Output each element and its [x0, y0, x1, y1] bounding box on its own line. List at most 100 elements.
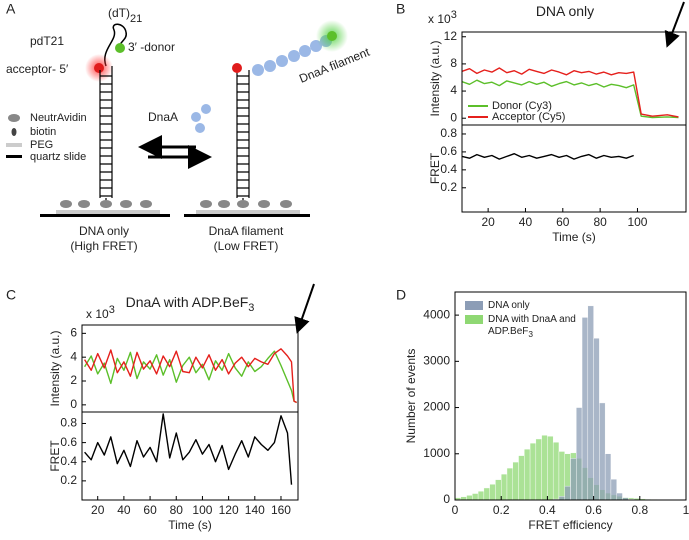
histogram-bar: [593, 338, 600, 500]
x-tick-label: 40: [519, 215, 533, 229]
panel-label: D: [396, 287, 406, 303]
y-tick-label: 1000: [423, 446, 450, 460]
title-text: DnaA with ADP.BeF: [126, 294, 249, 310]
legend-icon: [11, 128, 17, 136]
histogram-bar: [622, 497, 629, 500]
y-tick-label: 6: [70, 326, 77, 340]
legend-swatch: [465, 315, 483, 324]
surface: [40, 200, 310, 217]
acceptor-dye: [232, 63, 242, 73]
chart-title: DnaA with ADP.BeF3: [126, 294, 255, 314]
y-tick-label: 0.4: [60, 454, 77, 468]
histogram-bar: [604, 453, 612, 500]
histogram-bar: [477, 491, 485, 500]
y-tick-label: 0.2: [60, 473, 77, 487]
panel-label: C: [6, 287, 16, 303]
x-tick-label: 60: [556, 215, 570, 229]
x-tick-label: 20: [91, 503, 105, 517]
x-tick-label: 120: [219, 503, 239, 517]
legend-text: DNA with DnaA and ADP.BeF3: [488, 314, 588, 340]
histogram-bar: [506, 467, 513, 500]
plot-area: [462, 67, 679, 119]
legend-label: Donor (Cy3): [492, 100, 552, 112]
title-subscript: 3: [248, 302, 254, 314]
x-tick-label: 100: [627, 215, 647, 229]
state-fret: (High FRET): [70, 239, 137, 253]
axes-frame: [454, 291, 687, 501]
legend: DNA only DNA with DnaA and ADP.BeF3: [465, 300, 588, 342]
y-tick-label: 0.4: [440, 162, 457, 176]
legend-label: DNA only: [488, 300, 530, 311]
y-tick-label: 12: [444, 29, 458, 43]
histogram-bar: [466, 495, 473, 500]
y-tick-label: 0.8: [60, 416, 77, 430]
legend-label: PEG: [30, 139, 53, 151]
legend-icon: [6, 143, 22, 147]
dnaa-filament: [252, 35, 332, 76]
legend-label: quartz slide: [30, 151, 86, 163]
legend-icon: [8, 114, 20, 122]
histogram-bar: [535, 438, 542, 500]
axes-frame: [461, 124, 687, 213]
ssdna-tail: [104, 23, 127, 67]
x-tick-label: 40: [117, 503, 131, 517]
plot-area: [462, 153, 634, 160]
donor-dye: [327, 31, 337, 41]
histogram-bar: [547, 436, 554, 500]
x-tick-label: 1: [683, 503, 689, 517]
trace: [84, 350, 297, 404]
x-axis-label: FRET efficiency: [528, 518, 612, 532]
y-tick-label: 4: [450, 83, 457, 97]
x-axis-label: Time (s): [168, 518, 212, 532]
y-tick-label: 2000: [423, 400, 450, 414]
legend-entry: DNA only: [465, 300, 588, 312]
dna-duplex: [236, 70, 250, 208]
y-axis-label: Intensity (a.u.): [428, 40, 442, 116]
x-tick-label: 160: [271, 503, 291, 517]
trace: [84, 348, 297, 404]
donor-label: 3′ -donor: [128, 40, 175, 54]
histogram-bar: [558, 451, 565, 500]
histogram-bar: [616, 492, 623, 500]
histogram-bar: [570, 458, 577, 500]
chart-title: DNA only: [536, 3, 594, 19]
histogram-bar: [483, 487, 490, 500]
construct-label: pdT21: [30, 34, 64, 48]
trace: [462, 67, 679, 118]
y-axis-label: FRET: [48, 440, 62, 472]
axis-multiplier: x 103: [86, 304, 115, 321]
tail-label: (dT)21: [108, 6, 142, 25]
y-tick-label: 0.2: [440, 180, 457, 194]
dnaa-monomers: [191, 104, 211, 133]
protein-label: DnaA: [148, 110, 178, 124]
histogram-bar: [501, 473, 508, 500]
histogram-bar: [472, 493, 479, 500]
tail-text: (dT): [108, 6, 130, 20]
state-label: DNA only: [79, 224, 129, 238]
y-axis-label: FRET: [428, 152, 442, 184]
state-label: DnaA filament: [209, 224, 284, 238]
histogram-bar: [541, 435, 548, 500]
histogram-bar: [576, 407, 583, 500]
photobleach-arrow: [664, 1, 685, 48]
legend-text: DNA only: [488, 300, 588, 312]
x-tick-label: 20: [481, 215, 495, 229]
y-tick-label: 0: [443, 492, 450, 506]
histogram-bar: [524, 448, 531, 500]
multiplier-text: x 10: [86, 307, 109, 321]
y-axis-label: Intensity (a.u.): [48, 330, 62, 406]
histogram-bar: [552, 442, 560, 500]
legend-icon: [6, 155, 22, 158]
y-tick-label: 0.6: [60, 435, 77, 449]
histogram-bar: [610, 479, 617, 500]
histogram-bar: [489, 484, 496, 500]
x-tick-label: 100: [192, 503, 212, 517]
histogram-bar: [587, 305, 594, 500]
multiplier-exponent: 3: [451, 9, 457, 21]
schematic: pdT21 (dT)21 3′ -donor acceptor- 5′ DnaA…: [6, 6, 372, 253]
histogram-bar: [512, 461, 519, 500]
y-tick-label: 0: [70, 397, 77, 411]
x-tick-label: 60: [143, 503, 157, 517]
y-tick-label: 2: [70, 373, 77, 387]
